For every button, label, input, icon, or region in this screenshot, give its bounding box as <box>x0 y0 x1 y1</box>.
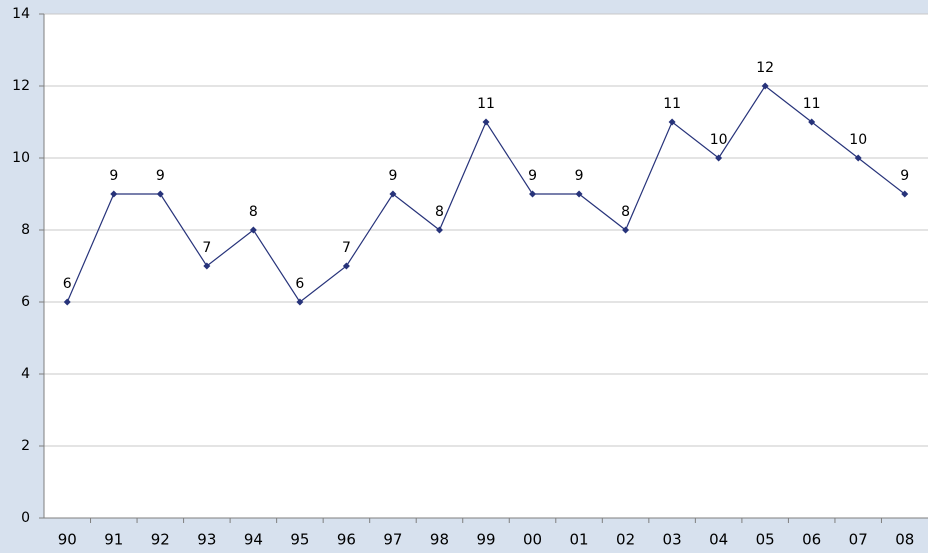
y-tick-label: 12 <box>12 78 30 94</box>
x-tick-label: 06 <box>802 531 821 549</box>
data-label: 9 <box>388 168 397 184</box>
marker <box>668 118 676 126</box>
marker <box>110 190 118 198</box>
marker <box>622 226 630 234</box>
marker <box>901 190 909 198</box>
marker <box>156 190 164 198</box>
marker <box>715 154 723 162</box>
y-tick-label: 6 <box>21 294 30 310</box>
y-tick-label: 0 <box>21 510 30 526</box>
plot-area <box>44 14 928 518</box>
data-label: 10 <box>710 132 728 148</box>
marker <box>482 118 490 126</box>
data-label: 10 <box>849 132 867 148</box>
x-tick-label: 90 <box>58 531 77 549</box>
marker <box>854 154 862 162</box>
marker <box>203 262 211 270</box>
marker <box>249 226 257 234</box>
data-label: 7 <box>342 240 351 256</box>
data-label: 12 <box>756 60 774 76</box>
data-label: 9 <box>900 168 909 184</box>
marker <box>342 262 350 270</box>
marker <box>63 298 71 306</box>
data-label: 6 <box>63 276 72 292</box>
marker <box>575 190 583 198</box>
marker <box>435 226 443 234</box>
x-tick-label: 96 <box>337 531 356 549</box>
data-label: 11 <box>803 96 821 112</box>
x-tick-label: 94 <box>244 531 263 549</box>
marker <box>761 82 769 90</box>
x-tick-label: 95 <box>290 531 309 549</box>
x-tick-label: 99 <box>476 531 495 549</box>
data-label: 8 <box>435 204 444 220</box>
data-label: 7 <box>202 240 211 256</box>
x-tick-label: 97 <box>383 531 402 549</box>
x-tick-label: 04 <box>709 531 728 549</box>
data-label: 8 <box>621 204 630 220</box>
x-tick-label: 01 <box>570 531 589 549</box>
y-tick-label: 4 <box>21 366 30 382</box>
data-label: 11 <box>477 96 495 112</box>
marker <box>808 118 816 126</box>
x-tick-label: 92 <box>151 531 170 549</box>
data-label: 9 <box>528 168 537 184</box>
x-tick-label: 08 <box>895 531 914 549</box>
marker <box>296 298 304 306</box>
data-label: 6 <box>295 276 304 292</box>
x-tick-label: 03 <box>663 531 682 549</box>
y-tick-label: 2 <box>21 438 30 454</box>
x-tick-label: 93 <box>197 531 216 549</box>
x-tick-label: 07 <box>849 531 868 549</box>
data-label: 9 <box>575 168 584 184</box>
y-tick-label: 14 <box>12 6 30 22</box>
x-tick-label: 02 <box>616 531 635 549</box>
x-tick-label: 05 <box>756 531 775 549</box>
y-tick-label: 10 <box>12 150 30 166</box>
x-tick-label: 91 <box>104 531 123 549</box>
marker <box>389 190 397 198</box>
data-label: 9 <box>156 168 165 184</box>
x-tick-label: 00 <box>523 531 542 549</box>
data-label: 11 <box>663 96 681 112</box>
marker <box>529 190 537 198</box>
y-tick-label: 8 <box>21 222 30 238</box>
data-label: 8 <box>249 204 258 220</box>
x-tick-label: 98 <box>430 531 449 549</box>
data-label: 9 <box>109 168 118 184</box>
